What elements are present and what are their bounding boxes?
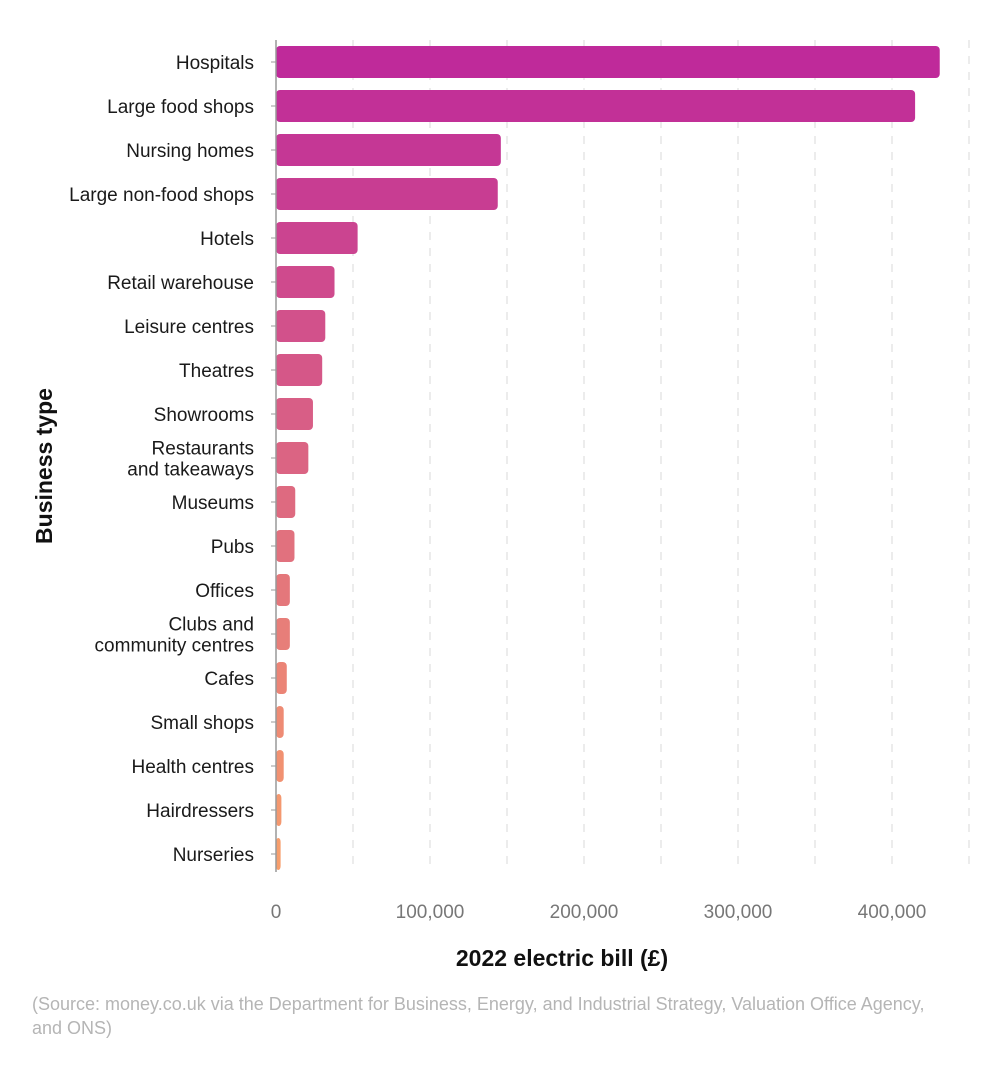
y-tick-label-line: Nursing homes xyxy=(126,141,254,162)
bar-chart: Hospitals Large food shops Nursing homes La… xyxy=(31,40,970,971)
bar xyxy=(276,662,287,694)
bar xyxy=(276,750,284,782)
y-tick-label: Hospitals xyxy=(176,53,254,74)
bar xyxy=(276,354,323,386)
y-tick-label-line: Nurseries xyxy=(173,845,254,866)
y-tick-label: Large non-food shops xyxy=(69,185,254,206)
bar xyxy=(276,706,284,738)
bar xyxy=(276,838,281,870)
y-tick-label: Clubs and community centres xyxy=(95,615,254,657)
y-tick-label: Theatres xyxy=(179,361,254,382)
bar xyxy=(276,266,335,298)
y-tick-label: Restaurants and takeaways xyxy=(127,439,254,481)
y-tick-label-line: Hairdressers xyxy=(146,801,254,822)
y-tick-label: Large food shops xyxy=(107,97,254,118)
bar xyxy=(276,134,501,166)
y-tick-label: Nurseries xyxy=(173,845,254,866)
y-tick-label-line: Leisure centres xyxy=(124,317,254,338)
bar xyxy=(276,398,313,430)
y-tick-label: Hotels xyxy=(200,229,254,250)
y-tick-label-line: Pubs xyxy=(211,537,254,558)
x-tick-label: 300,000 xyxy=(704,902,773,923)
y-tick-label-line: and takeaways xyxy=(127,460,254,481)
bar xyxy=(276,46,940,78)
bar xyxy=(276,222,358,254)
y-tick-label-line: Large non-food shops xyxy=(69,185,254,206)
y-tick-label: Offices xyxy=(195,581,254,602)
bar xyxy=(276,486,296,518)
y-tick-label: Cafes xyxy=(204,669,254,690)
y-tick-label: Retail warehouse xyxy=(107,273,254,294)
y-tick-label-line: Hospitals xyxy=(176,53,254,74)
x-tick-label: 100,000 xyxy=(396,902,465,923)
y-tick-label-line: Showrooms xyxy=(154,405,254,426)
y-tick-label: Showrooms xyxy=(154,405,254,426)
y-tick-label: Museums xyxy=(172,493,254,514)
x-tick-label: 0 xyxy=(271,902,282,923)
y-tick-label-line: Museums xyxy=(172,493,254,514)
y-axis-label: Business type xyxy=(31,388,57,544)
x-tick-label: 400,000 xyxy=(858,902,927,923)
y-tick-label-line: Cafes xyxy=(204,669,254,690)
y-tick-label-line: Retail warehouse xyxy=(107,273,254,294)
y-tick-label-line: Large food shops xyxy=(107,97,254,118)
x-tick-label: 200,000 xyxy=(550,902,619,923)
y-tick-label-line: Health centres xyxy=(131,757,254,778)
y-tick-label-line: Theatres xyxy=(179,361,254,382)
y-tick-label-line: Clubs and xyxy=(168,615,254,636)
bar xyxy=(276,310,326,342)
source-note: (Source: money.co.uk via the Department … xyxy=(32,994,925,1038)
y-tick-label-line: community centres xyxy=(95,636,254,657)
y-tick-label-line: Small shops xyxy=(151,713,255,734)
y-tick-label: Small shops xyxy=(151,713,255,734)
bar xyxy=(276,90,916,122)
bar xyxy=(276,442,309,474)
y-tick-label-line: Hotels xyxy=(200,229,254,250)
bar xyxy=(276,618,290,650)
y-tick-label-line: Offices xyxy=(195,581,254,602)
y-tick-label: Pubs xyxy=(211,537,254,558)
bar xyxy=(276,530,295,562)
y-tick-label: Leisure centres xyxy=(124,317,254,338)
bar xyxy=(276,178,498,210)
x-axis-label: 2022 electric bill (£) xyxy=(456,945,668,971)
y-tick-label-line: Restaurants xyxy=(152,439,254,460)
bar xyxy=(276,574,290,606)
bar xyxy=(276,794,282,826)
y-tick-label: Nursing homes xyxy=(126,141,254,162)
y-tick-label: Health centres xyxy=(131,757,254,778)
y-tick-label: Hairdressers xyxy=(146,801,254,822)
